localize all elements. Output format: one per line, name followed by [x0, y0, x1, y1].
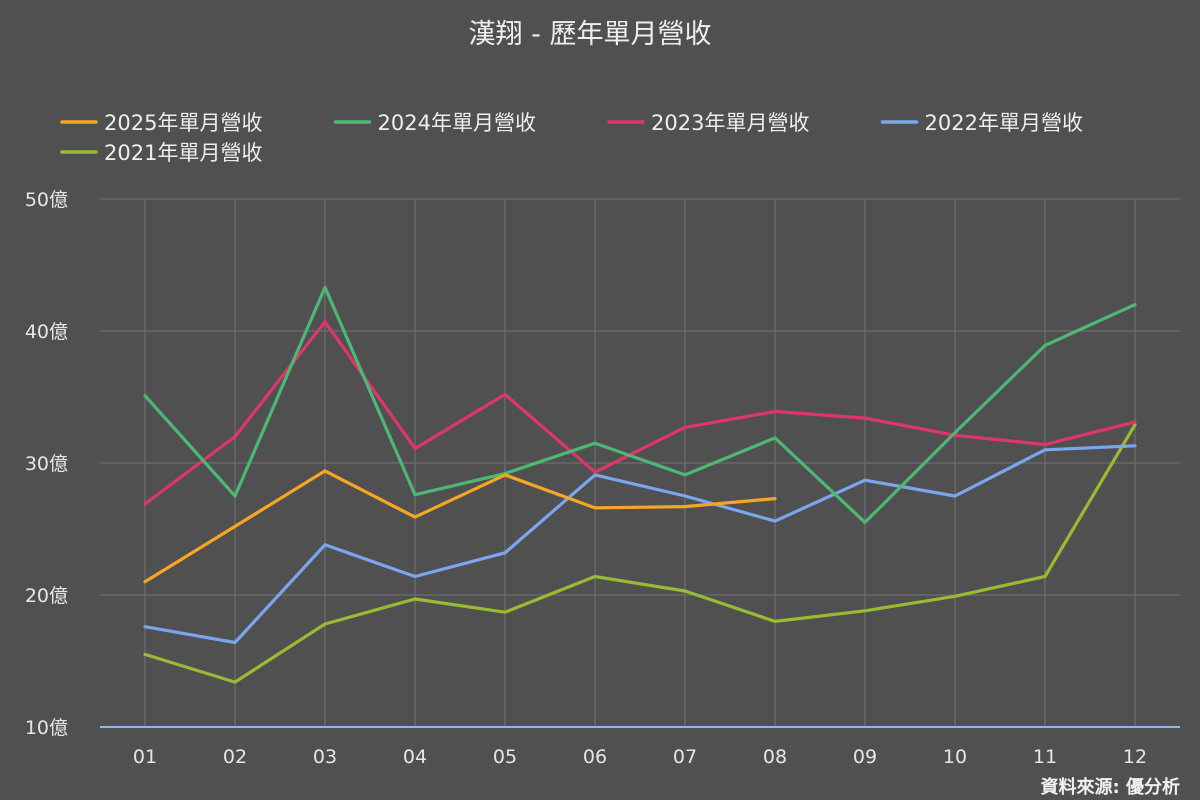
series-line-2021年單月營收: [143, 423, 1137, 684]
y-tick-label: 40億: [25, 321, 68, 343]
legend-label: 2025年單月營收: [104, 111, 262, 135]
source-note: 資料來源: 優分析: [1041, 776, 1180, 798]
legend-label: 2024年單月營收: [378, 111, 536, 135]
series-line-2025年單月營收: [143, 469, 777, 584]
x-tick-label: 01: [133, 746, 157, 768]
x-axis: 01 02 03 04 05 06 07 08 09 10 11 12: [100, 726, 1180, 768]
x-tick-label: 09: [853, 746, 877, 768]
x-tick-label: 07: [673, 746, 697, 768]
y-tick-label: 50億: [25, 189, 68, 211]
x-tick-label: 04: [403, 746, 427, 768]
x-tick-label: 10: [943, 746, 967, 768]
chart-title: 漢翔 - 歷年單月營收: [469, 19, 712, 50]
legend-label: 2021年單月營收: [104, 141, 262, 165]
x-tick-label: 11: [1033, 746, 1057, 768]
y-tick-label: 10億: [25, 717, 68, 739]
legend-label: 2023年單月營收: [651, 111, 809, 135]
x-tick-label: 12: [1123, 746, 1147, 768]
y-axis: 10億 20億 30億 40億 50億: [25, 189, 68, 739]
x-tick-label: 02: [223, 746, 247, 768]
y-tick-label: 20億: [25, 585, 68, 607]
series-line-2024年單月營收: [143, 285, 1137, 525]
x-tick-label: 06: [583, 746, 607, 768]
chart-legend: 2025年單月營收 2024年單月營收 2023年單月營收 2022年單月營收 2021…: [60, 111, 1083, 165]
x-tick-label: 08: [763, 746, 787, 768]
legend-label: 2022年單月營收: [925, 111, 1083, 135]
x-tick-label: 03: [313, 746, 337, 768]
series-line-2022年單月營收: [143, 444, 1137, 645]
series-line-2023年單月營收: [143, 320, 1137, 506]
series-lines: [143, 285, 1137, 684]
y-tick-label: 30億: [25, 453, 68, 475]
x-tick-label: 05: [493, 746, 517, 768]
